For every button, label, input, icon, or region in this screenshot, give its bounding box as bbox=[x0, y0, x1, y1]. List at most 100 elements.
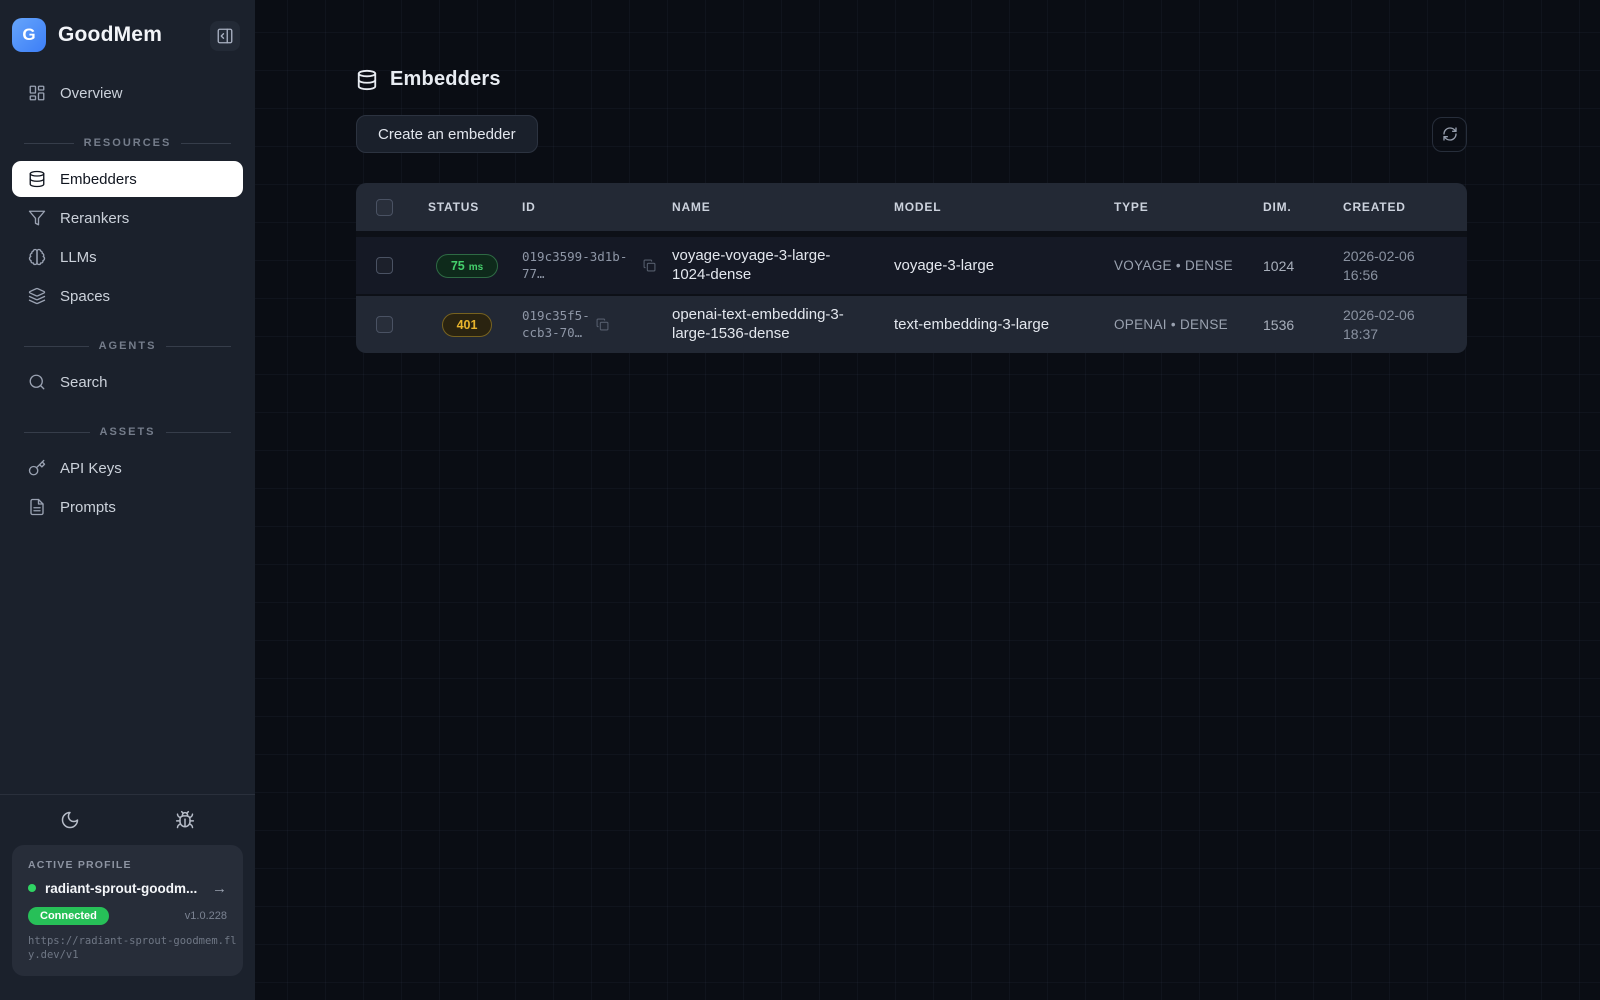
active-profile-card: ACTIVE PROFILE radiant-sprout-goodm... →… bbox=[12, 844, 243, 976]
divider bbox=[24, 345, 89, 347]
status-value: 75 bbox=[450, 258, 465, 273]
sidebar-section-resources: RESOURCES bbox=[24, 137, 231, 149]
sidebar-item-overview[interactable]: Overview bbox=[12, 75, 243, 111]
app-title: GoodMem bbox=[58, 23, 163, 46]
sidebar-item-label: Embedders bbox=[60, 170, 137, 188]
funnel-icon bbox=[28, 209, 46, 227]
version-label: v1.0.228 bbox=[184, 909, 227, 922]
panel-collapse-icon bbox=[216, 27, 234, 45]
sidebar-item-label: Spaces bbox=[60, 287, 111, 305]
sidebar-item-spaces[interactable]: Spaces bbox=[12, 278, 243, 314]
embedder-dim: 1536 bbox=[1263, 316, 1295, 333]
profile-status-row: Connected v1.0.228 bbox=[28, 906, 227, 925]
profile-url: https://radiant-sprout-goodmem.fly.dev/v… bbox=[28, 934, 237, 961]
embedder-id: 019c35f5- ccb3-70… bbox=[522, 308, 590, 340]
sidebar-item-embedders[interactable]: Embedders bbox=[12, 161, 243, 197]
brain-icon bbox=[28, 248, 46, 266]
main-area: Embedders Create an embedder STATUS ID bbox=[255, 0, 1600, 1000]
footer-icon-row bbox=[12, 807, 243, 833]
refresh-button[interactable] bbox=[1432, 116, 1467, 152]
created-date: 2026-02-06 bbox=[1343, 307, 1415, 324]
divider bbox=[165, 431, 232, 433]
debug-button[interactable] bbox=[128, 807, 244, 833]
embedder-type: OPENAI • DENSE bbox=[1114, 317, 1228, 332]
row-checkbox[interactable] bbox=[375, 316, 393, 333]
id-cell: 019c35f5- ccb3-70… bbox=[506, 308, 656, 341]
sidebar-item-rerankers[interactable]: Rerankers bbox=[12, 200, 243, 236]
copy-icon bbox=[643, 259, 656, 272]
divider bbox=[166, 345, 231, 347]
created-date: 2026-02-06 bbox=[1343, 248, 1415, 265]
profile-name-row: radiant-sprout-goodm... → bbox=[28, 880, 227, 897]
layers-icon bbox=[28, 287, 46, 305]
file-text-icon bbox=[28, 498, 46, 516]
table-row[interactable]: 401 019c35f5- ccb3-70… openai-text-e bbox=[356, 296, 1467, 353]
sidebar-item-label: Rerankers bbox=[60, 209, 130, 227]
profile-arrow-button[interactable]: → bbox=[212, 879, 227, 897]
sidebar-item-api-keys[interactable]: API Keys bbox=[12, 450, 243, 486]
embedder-dim: 1024 bbox=[1263, 257, 1295, 274]
refresh-icon bbox=[1442, 126, 1458, 142]
column-header-id: ID bbox=[522, 200, 536, 214]
controls-row: Create an embedder bbox=[356, 115, 1467, 153]
status-value: 401 bbox=[456, 317, 478, 332]
table-header-row: STATUS ID NAME MODEL TYPE DIM. CREATED bbox=[356, 183, 1467, 231]
sidebar-item-prompts[interactable]: Prompts bbox=[12, 489, 243, 525]
column-header-type: TYPE bbox=[1114, 200, 1149, 214]
sidebar-section-assets: ASSETS bbox=[24, 426, 232, 438]
embedder-created: 2026-02-06 18:37 bbox=[1327, 306, 1467, 342]
copy-id-button[interactable] bbox=[643, 259, 656, 272]
sidebar-collapse-button[interactable] bbox=[210, 21, 240, 51]
sidebar-section-agents: AGENTS bbox=[24, 340, 231, 352]
sidebar-item-search[interactable]: Search bbox=[12, 364, 243, 400]
section-label-text: RESOURCES bbox=[83, 137, 172, 149]
column-header-model: MODEL bbox=[894, 200, 942, 214]
select-all-checkbox[interactable] bbox=[375, 198, 393, 216]
search-icon bbox=[28, 373, 46, 391]
sidebar-item-label: LLMs bbox=[60, 248, 97, 266]
embedder-type: VOYAGE • DENSE bbox=[1114, 258, 1233, 273]
status-badge: 75 ms bbox=[435, 253, 499, 278]
copy-icon bbox=[596, 318, 609, 331]
embedder-model: voyage-3-large bbox=[894, 257, 995, 274]
section-label-text: AGENTS bbox=[98, 340, 157, 352]
sidebar-nav: Overview RESOURCES Embedders Rerankers bbox=[0, 66, 255, 528]
sidebar-item-llms[interactable]: LLMs bbox=[12, 239, 243, 275]
row-checkbox[interactable] bbox=[375, 257, 393, 274]
created-time: 18:37 bbox=[1343, 325, 1379, 342]
created-time: 16:56 bbox=[1343, 266, 1379, 283]
embedders-table: STATUS ID NAME MODEL TYPE DIM. CREATED 7… bbox=[356, 183, 1467, 353]
column-header-created: CREATED bbox=[1343, 200, 1406, 214]
table-row[interactable]: 75 ms 019c3599-3d1b-77… voyage-voyage bbox=[356, 237, 1467, 294]
connected-badge: Connected bbox=[28, 906, 109, 925]
bug-icon bbox=[175, 810, 195, 830]
header-checkbox-cell bbox=[356, 198, 412, 216]
divider bbox=[24, 431, 90, 433]
app-logo-letter: G bbox=[22, 25, 36, 44]
embedder-name: voyage-voyage-3-large-1024-dense bbox=[672, 246, 831, 283]
sidebar: G GoodMem Overview RESOURCES bbox=[0, 0, 255, 1000]
column-header-name: NAME bbox=[672, 200, 711, 214]
copy-id-button[interactable] bbox=[596, 318, 609, 331]
dashboard-icon bbox=[28, 84, 46, 102]
divider bbox=[24, 142, 74, 144]
row-checkbox-cell bbox=[356, 316, 412, 333]
database-icon bbox=[28, 170, 46, 188]
status-unit: ms bbox=[468, 261, 484, 273]
embedder-id: 019c3599-3d1b-77… bbox=[522, 249, 628, 281]
create-embedder-button[interactable]: Create an embedder bbox=[356, 115, 538, 153]
divider bbox=[181, 142, 231, 144]
embedder-model: text-embedding-3-large bbox=[894, 316, 1050, 333]
app-logo: G bbox=[12, 18, 46, 52]
column-header-status: STATUS bbox=[428, 200, 480, 214]
theme-toggle-button[interactable] bbox=[12, 807, 128, 833]
row-checkbox-cell bbox=[356, 257, 412, 274]
main-content: Embedders Create an embedder STATUS ID bbox=[255, 0, 1600, 353]
profile-heading: ACTIVE PROFILE bbox=[28, 858, 132, 871]
embedder-name: openai-text-embedding-3-large-1536-dense bbox=[672, 305, 844, 342]
sidebar-item-label: Prompts bbox=[60, 498, 116, 516]
status-cell: 75 ms bbox=[412, 253, 506, 278]
profile-name: radiant-sprout-goodm... bbox=[45, 880, 198, 896]
sidebar-item-label: Search bbox=[60, 373, 108, 391]
section-label-text: ASSETS bbox=[99, 426, 156, 438]
